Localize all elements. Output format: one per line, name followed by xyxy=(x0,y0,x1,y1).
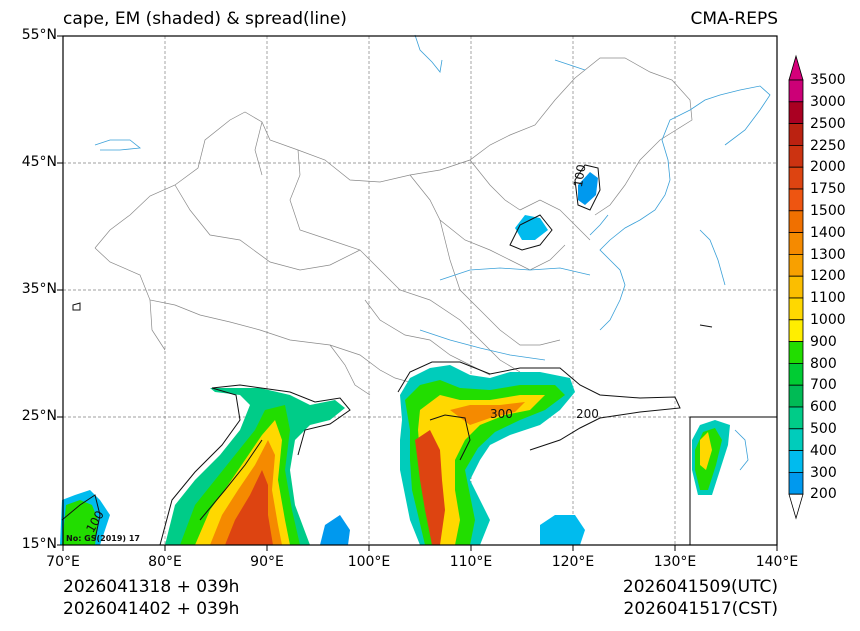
colorbar-segment xyxy=(788,188,804,212)
colorbar-label: 200 xyxy=(810,486,837,502)
lon-label-110: 110°E xyxy=(449,554,493,570)
colorbar-segment xyxy=(788,253,804,277)
colorbar-segment xyxy=(788,450,804,473)
colorbar-extend-max xyxy=(788,54,804,81)
lat-label-45: 45°N xyxy=(21,154,57,170)
colorbar-label: 1400 xyxy=(810,225,846,241)
lat-label-25: 25°N xyxy=(21,408,57,424)
colorbar-segment xyxy=(788,406,804,430)
lon-label-130: 130°E xyxy=(653,554,697,570)
contour-label-north: 100 xyxy=(571,163,589,188)
init-time-cst: 2026041402 + 039h xyxy=(63,599,240,619)
contour-labels: 100 300 200 100 xyxy=(83,163,599,535)
axis-ticks xyxy=(57,35,778,551)
colorbar-segment xyxy=(788,144,804,168)
colorbar-segment xyxy=(788,341,804,364)
init-time-utc: 2026041318 + 039h xyxy=(63,577,240,597)
contour-label-200: 200 xyxy=(576,407,599,421)
admin-borders xyxy=(94,57,693,396)
colorbar-segment xyxy=(788,79,804,103)
colorbar-label: 500 xyxy=(810,421,837,437)
colorbar-segment xyxy=(788,362,804,386)
colorbar-label: 1100 xyxy=(810,290,846,306)
colorbar-label: 3500 xyxy=(810,72,846,88)
colorbar-segment xyxy=(788,101,804,125)
lon-label-80: 80°E xyxy=(148,554,182,570)
lat-label-15: 15°N xyxy=(21,536,57,552)
spread-contours xyxy=(61,164,713,546)
contour-label-300: 300 xyxy=(490,407,513,421)
colorbar-label: 1200 xyxy=(810,268,846,284)
cape-shading-southchina xyxy=(400,365,585,545)
colorbar-segment xyxy=(788,123,804,146)
colorbar-label: 2250 xyxy=(810,138,846,154)
colorbar-label: 2500 xyxy=(810,116,846,132)
lon-label-120: 120°E xyxy=(551,554,595,570)
colorbar-segment xyxy=(788,384,804,408)
cape-shading-india xyxy=(60,388,350,545)
colorbar-segment xyxy=(788,166,804,190)
colorbar-label: 600 xyxy=(810,399,837,415)
lon-label-90: 90°E xyxy=(250,554,284,570)
map-approval-number: No: GS(2019) 17 xyxy=(66,534,140,543)
model-name: CMA-REPS xyxy=(690,9,778,29)
chart-title: cape, EM (shaded) & spread(line) xyxy=(63,9,347,29)
colorbar-label: 400 xyxy=(810,443,837,459)
colorbar-label: 1000 xyxy=(810,312,846,328)
inset-map xyxy=(689,416,778,546)
colorbar-segment xyxy=(788,428,804,451)
colorbar-segment xyxy=(788,319,804,342)
cape-shading-north xyxy=(515,172,598,240)
lat-label-55: 55°N xyxy=(21,27,57,43)
lat-label-35: 35°N xyxy=(21,281,57,297)
colorbar-label: 1500 xyxy=(810,203,846,219)
lon-label-70: 70°E xyxy=(46,554,80,570)
colorbar-segment xyxy=(788,210,804,234)
colorbar-label: 300 xyxy=(810,465,837,481)
colorbar-label: 700 xyxy=(810,377,837,393)
lon-label-140: 140°E xyxy=(755,554,799,570)
colorbar-label: 1300 xyxy=(810,247,846,263)
colorbar-segment xyxy=(788,232,804,255)
valid-time-utc: 2026041509(UTC) xyxy=(622,577,778,597)
valid-time-cst: 2026041517(CST) xyxy=(623,599,778,619)
coastlines xyxy=(94,34,771,361)
colorbar-label: 800 xyxy=(810,356,837,372)
colorbar-segment xyxy=(788,297,804,321)
colorbar-label: 2000 xyxy=(810,159,846,175)
lon-label-100: 100°E xyxy=(347,554,391,570)
colorbar-label: 1750 xyxy=(810,181,846,197)
colorbar-label: 3000 xyxy=(810,94,846,110)
colorbar-extend-min xyxy=(788,493,804,520)
colorbar-segment xyxy=(788,275,804,299)
colorbar xyxy=(788,54,804,520)
colorbar-segment xyxy=(788,471,804,495)
colorbar-label: 900 xyxy=(810,334,837,350)
